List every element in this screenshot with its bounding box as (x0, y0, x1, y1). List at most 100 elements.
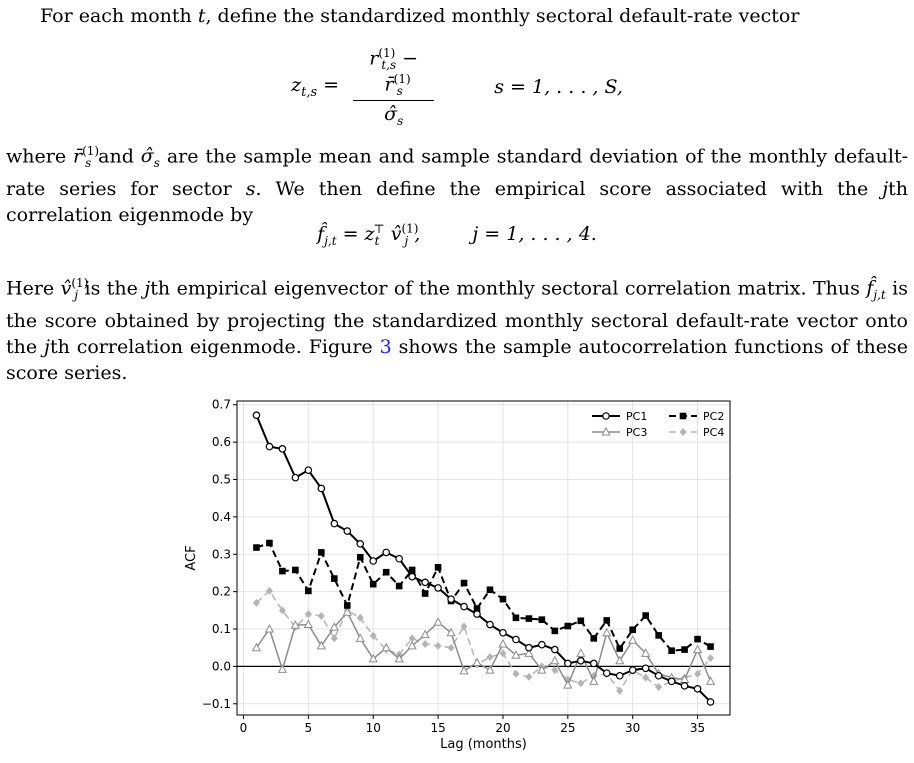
paragraph-2: where r̄(1)s and σ̂s are the sample mean… (6, 144, 908, 227)
x-tick-label: 25 (560, 721, 575, 735)
data-point-pc4 (655, 682, 663, 691)
x-tick-label: 10 (366, 721, 381, 735)
data-point-pc4 (486, 653, 494, 662)
data-point-pc3 (355, 633, 365, 642)
y-tick-label: 0.6 (212, 435, 231, 449)
data-point-pc4 (707, 654, 715, 663)
data-point-pc1 (291, 473, 300, 482)
data-point-pc2 (538, 616, 546, 623)
data-point-pc1 (434, 584, 442, 592)
plot-frame (236, 400, 731, 716)
data-point-pc2 (421, 590, 429, 597)
legend-marker-pc4 (679, 428, 687, 436)
data-point-pc1 (265, 442, 274, 451)
x-axis-label: Lag (months) (440, 737, 527, 752)
data-point-pc2 (266, 539, 273, 547)
data-point-pc1 (589, 659, 598, 668)
data-point-pc2 (318, 549, 325, 556)
data-point-pc3 (576, 648, 586, 657)
data-point-pc4 (512, 669, 520, 678)
eq2-condition: j = 1, . . . , 4. (472, 223, 597, 246)
data-point-pc2 (681, 646, 688, 653)
y-tick-label: −0.1 (202, 697, 231, 711)
data-point-pc1 (538, 640, 546, 649)
data-point-pc4 (577, 679, 585, 688)
legend-label-pc1: PC1 (626, 410, 647, 423)
y-axis-label: ACF (184, 545, 199, 570)
data-point-pc3 (550, 655, 560, 665)
data-point-pc2 (577, 617, 585, 625)
data-point-pc1 (356, 539, 365, 548)
data-point-pc2 (408, 566, 416, 574)
data-point-pc1 (343, 527, 352, 535)
legend-marker-pc1 (602, 412, 610, 420)
x-tick-label: 5 (305, 721, 313, 735)
data-point-pc2 (305, 587, 312, 595)
data-point-pc3 (498, 638, 508, 648)
data-point-pc4 (408, 634, 416, 643)
eq1-lhs: zt,s = (291, 74, 340, 100)
data-point-pc3 (641, 648, 651, 657)
data-point-pc4 (278, 606, 286, 615)
data-point-pc3 (381, 642, 391, 652)
series-pc1 (252, 411, 715, 706)
series-line-pc4 (255, 590, 712, 692)
series-pc4 (252, 586, 715, 695)
data-point-pc4 (330, 634, 338, 643)
data-point-pc1 (317, 484, 326, 493)
data-point-pc3 (537, 665, 547, 674)
data-point-pc1 (278, 445, 287, 453)
data-point-pc3 (342, 607, 352, 616)
data-point-pc3 (394, 653, 404, 663)
eq2-lhs: f̂j,t = zt⊤ v̂(1)j , (317, 222, 421, 249)
legend-marker-pc2 (679, 412, 687, 420)
data-point-pc2 (551, 627, 559, 635)
data-point-pc4 (551, 666, 559, 675)
data-point-pc1 (680, 682, 689, 690)
x-tick-label: 20 (495, 721, 510, 735)
eq1-denominator: σ̂s (384, 103, 404, 129)
data-point-pc1 (395, 554, 403, 563)
legend-label-pc2: PC2 (703, 410, 724, 423)
data-point-pc2 (486, 586, 494, 594)
x-tick-label: 0 (240, 721, 248, 735)
data-point-pc3 (524, 648, 534, 657)
data-point-pc2 (279, 567, 286, 575)
data-point-pc1 (382, 548, 390, 557)
data-point-pc3 (628, 635, 638, 644)
data-point-pc4 (499, 649, 507, 658)
data-point-pc4 (434, 641, 442, 650)
data-point-pc1 (486, 620, 494, 629)
data-point-pc1 (577, 656, 585, 665)
data-point-pc2 (642, 612, 649, 619)
data-point-pc3 (277, 664, 288, 673)
legend-label-pc3: PC3 (626, 426, 647, 439)
data-point-pc2 (382, 568, 390, 576)
data-point-pc3 (459, 665, 469, 675)
data-point-pc3 (705, 676, 716, 685)
data-point-pc1 (408, 572, 416, 581)
data-point-pc1 (460, 602, 468, 611)
y-tick-label: 0.3 (212, 547, 231, 561)
data-point-pc3 (602, 627, 612, 637)
data-point-pc2 (655, 632, 662, 639)
data-point-pc1 (628, 666, 637, 674)
data-point-pc2 (253, 544, 260, 551)
y-tick-label: 0.2 (212, 585, 231, 599)
data-point-pc2 (564, 622, 572, 630)
data-point-pc4 (304, 610, 312, 619)
x-tick-label: 15 (430, 721, 445, 735)
y-tick-label: 0.4 (212, 510, 231, 524)
data-point-pc2 (525, 615, 533, 622)
data-point-pc2 (694, 635, 701, 643)
data-point-pc3 (407, 640, 417, 650)
acf-chart: 0 5 10 15 20 25 30 35 −0.1 0.0 0.1 0.2 0.3 0.4 0.5 0.6 0… (184, 398, 731, 752)
chart-legend: PC1 PC3 PC2 PC4 (592, 410, 724, 439)
data-point-pc2 (434, 564, 442, 571)
data-point-pc3 (251, 642, 262, 652)
eq1-numerator: r(1)t,s − r̄(1)s (353, 46, 435, 102)
figure-3-link[interactable]: 3 (379, 336, 392, 359)
data-point-pc1 (693, 685, 702, 693)
data-point-pc2 (629, 626, 636, 634)
data-point-pc1 (369, 557, 378, 565)
